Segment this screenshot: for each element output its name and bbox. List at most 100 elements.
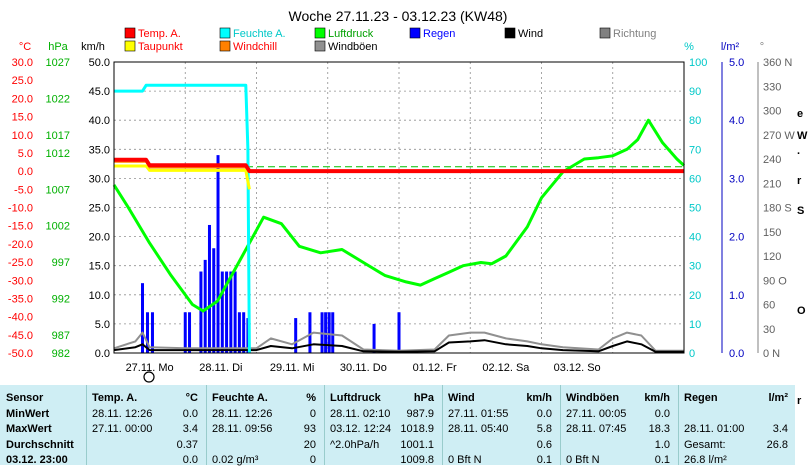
temp-tick-label: -35.0 <box>8 293 33 305</box>
rain-tick-label: 5.0 <box>729 57 744 69</box>
table-cell: % <box>306 392 316 404</box>
humidity-tick-label: 0 <box>689 348 695 360</box>
wind-unit-label: km/h <box>81 41 105 53</box>
humidity-unit-label: % <box>684 41 694 53</box>
rain-tick-label: 4.0 <box>729 115 744 127</box>
table-cell: Luftdruck <box>330 392 381 404</box>
pressure-tick-label: 982 <box>52 348 70 360</box>
wind-tick-label: 0.0 <box>95 348 110 360</box>
rain-bar <box>145 312 149 353</box>
table-cell: 93 <box>303 423 316 435</box>
pressure-unit-label: hPa <box>48 41 68 53</box>
x-axis: 27.11. Mo 28.11. Di 29.11. Mi 30.11. Do 01.1… <box>126 362 601 374</box>
x-tick-label: 01.12. Fr <box>413 362 457 374</box>
direction-tick-label: 60 <box>763 300 775 312</box>
x-tick-label: 03.12. So <box>554 362 601 374</box>
wind-tick-label: 15.0 <box>89 261 110 273</box>
table-column-separator <box>324 385 325 465</box>
temp-tick-label: 5.0 <box>18 148 33 160</box>
table-cell: km/h <box>644 392 670 404</box>
table-cell: Feuchte A. <box>212 392 268 404</box>
temp-tick-label: 25.0 <box>12 75 33 87</box>
humidity-tick-label: 60 <box>689 173 701 185</box>
table-cell: 987.9 <box>406 407 434 420</box>
pressure-tick-label: 1002 <box>46 221 70 233</box>
legend-label: Wind <box>518 28 543 40</box>
time-cursor-marker[interactable] <box>143 371 155 383</box>
rain-bar <box>188 312 192 353</box>
legend-label: Luftdruck <box>328 28 374 40</box>
humidity-tick-label: 40 <box>689 232 701 244</box>
direction-tick-label: 30 <box>763 324 775 336</box>
direction-tick-label: 0 N <box>763 348 780 360</box>
table-cell: 03.12. 23:00 <box>6 454 68 466</box>
legend-swatch <box>599 27 611 39</box>
temp-tick-label: 0.0 <box>18 166 33 178</box>
legend-swatch <box>219 40 231 52</box>
legend-swatch <box>409 27 421 39</box>
table-cell: 26.8 l/m² <box>684 454 727 466</box>
table-cell: 0.02 g/m³ <box>212 454 259 466</box>
rain-bar <box>207 224 211 353</box>
right-panel-text: r <box>797 395 802 407</box>
table-cell: 0.1 <box>536 454 552 466</box>
direction-tick-label: 330 <box>763 81 781 93</box>
direction-tick-label: 210 <box>763 178 781 190</box>
direction-tick-label: 90 O <box>763 275 787 287</box>
table-cell: 0 <box>309 454 316 466</box>
table-cell: 0.0 <box>182 407 198 420</box>
table-cell: 0.0 <box>182 454 198 466</box>
rain-bar <box>150 312 154 353</box>
pressure-tick-label: 1017 <box>46 130 70 142</box>
x-tick-label: 29.11. Mi <box>270 362 314 374</box>
right-panel-text: r <box>797 175 802 187</box>
rain-bar <box>141 283 144 353</box>
humidity-tick-label: 50 <box>689 203 701 215</box>
temp-tick-label: 10.0 <box>12 130 33 142</box>
wind-tick-label: 20.0 <box>89 232 110 244</box>
table-cell: 28.11. 05:40 <box>448 423 509 435</box>
legend-label: Windböen <box>328 41 378 53</box>
pressure-tick-label: 1022 <box>46 93 70 105</box>
rain-tick-label: 2.0 <box>729 232 744 244</box>
series-line-wind <box>113 339 684 353</box>
rain-bar <box>220 271 224 353</box>
series-line-windb-en <box>113 331 684 352</box>
table-column-separator <box>560 385 561 465</box>
temp-tick-label: 30.0 <box>12 57 33 69</box>
table-cell: 28.11. 12:26 <box>212 407 273 420</box>
table-cell: 28.11. 02:10 <box>330 407 391 420</box>
humidity-tick-label: 80 <box>689 115 701 127</box>
rain-bar <box>308 312 312 353</box>
direction-tick-label: 150 <box>763 227 781 239</box>
temp-unit-label: °C <box>19 41 31 53</box>
legend-label: Temp. A. <box>138 28 181 40</box>
table-cell: 1009.8 <box>400 454 434 466</box>
table-cell: 3.4 <box>182 423 198 435</box>
series-line-luftdruck <box>112 118 686 313</box>
humidity-tick-label: 30 <box>689 261 701 273</box>
wind-tick-label: 35.0 <box>89 144 110 156</box>
series-line-temp-a <box>114 157 684 174</box>
plot-frame <box>113 61 685 354</box>
table-column-separator <box>206 385 207 465</box>
table-cell: km/h <box>526 392 552 404</box>
table-cell: MinWert <box>6 407 50 420</box>
rain-bar <box>327 312 331 353</box>
humidity-tick-label: 90 <box>689 86 701 98</box>
right-panel-text: e <box>797 108 804 120</box>
wind-tick-label: 40.0 <box>89 115 110 127</box>
rain-bar <box>242 312 246 353</box>
table-cell: Temp. A. <box>92 392 138 404</box>
table-cell: 28.11. 01:00 <box>684 423 745 435</box>
table-cell: 1018.9 <box>400 423 434 435</box>
temp-tick-label: -40.0 <box>8 312 33 324</box>
table-cell: 0 Bft N <box>566 454 600 466</box>
table-cell: 26.8 <box>766 438 788 451</box>
temp-tick-label: -50.0 <box>8 348 33 360</box>
legend-swatch <box>124 27 136 39</box>
direction-tick-label: 300 <box>763 106 781 118</box>
table-cell: 5.8 <box>536 423 552 435</box>
table-cell: 0.0 <box>654 407 670 420</box>
pressure-tick-label: 1007 <box>46 184 70 196</box>
